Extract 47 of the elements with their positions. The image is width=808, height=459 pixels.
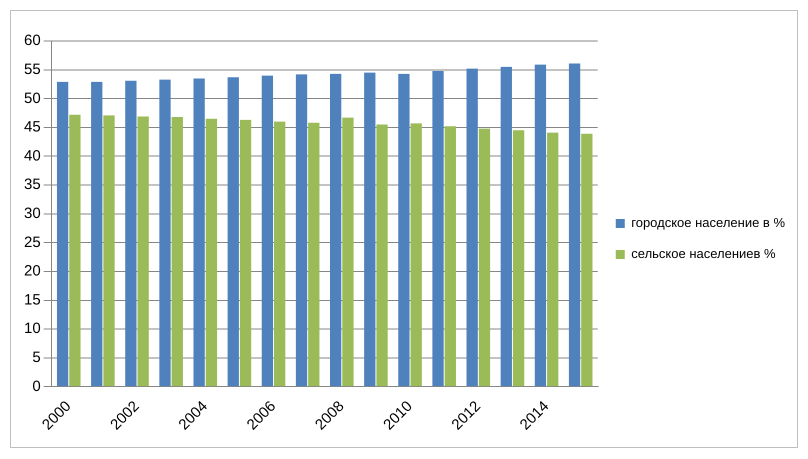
y-tick-label: 20	[24, 262, 41, 280]
y-tick-label: 50	[24, 90, 41, 107]
bar	[56, 82, 68, 386]
bar	[69, 114, 81, 386]
y-tick-label: 55	[24, 60, 41, 78]
legend-label: городское население в %	[631, 215, 786, 230]
bar	[103, 115, 115, 386]
y-tick-label: 0	[32, 378, 41, 395]
bar	[274, 122, 286, 386]
y-tick-label: 45	[24, 118, 41, 136]
bar	[478, 128, 490, 386]
bar	[512, 130, 524, 386]
bar	[159, 80, 171, 386]
bar	[547, 132, 558, 386]
bar	[410, 123, 422, 386]
bar	[568, 63, 580, 386]
bar	[500, 66, 512, 386]
bar	[240, 120, 252, 386]
y-tick-label: 35	[24, 176, 41, 194]
bar	[398, 74, 410, 386]
y-tick-label: 40	[24, 147, 41, 164]
y-tick-label: 60	[24, 32, 41, 50]
legend-label: сельское населениев %	[631, 246, 776, 262]
bar	[376, 124, 388, 386]
y-tick-label: 30	[24, 204, 41, 222]
y-tick-label: 25	[24, 234, 41, 251]
y-tick-label: 15	[24, 291, 41, 308]
bar	[125, 80, 137, 386]
bar	[308, 122, 320, 386]
bar	[193, 78, 205, 386]
bar	[330, 74, 342, 386]
bar	[91, 82, 102, 386]
bar	[444, 126, 456, 386]
bar	[466, 68, 478, 386]
bar	[364, 72, 376, 386]
bar	[342, 118, 354, 386]
bar	[228, 77, 239, 386]
bar	[581, 134, 592, 386]
y-tick-label: 10	[24, 320, 41, 338]
bar	[172, 117, 183, 386]
bar	[534, 64, 546, 386]
bar	[432, 70, 444, 386]
bar	[296, 74, 308, 386]
bar	[262, 76, 274, 386]
y-tick-label: 5	[32, 349, 41, 366]
bar	[138, 116, 149, 386]
bar	[206, 118, 218, 386]
